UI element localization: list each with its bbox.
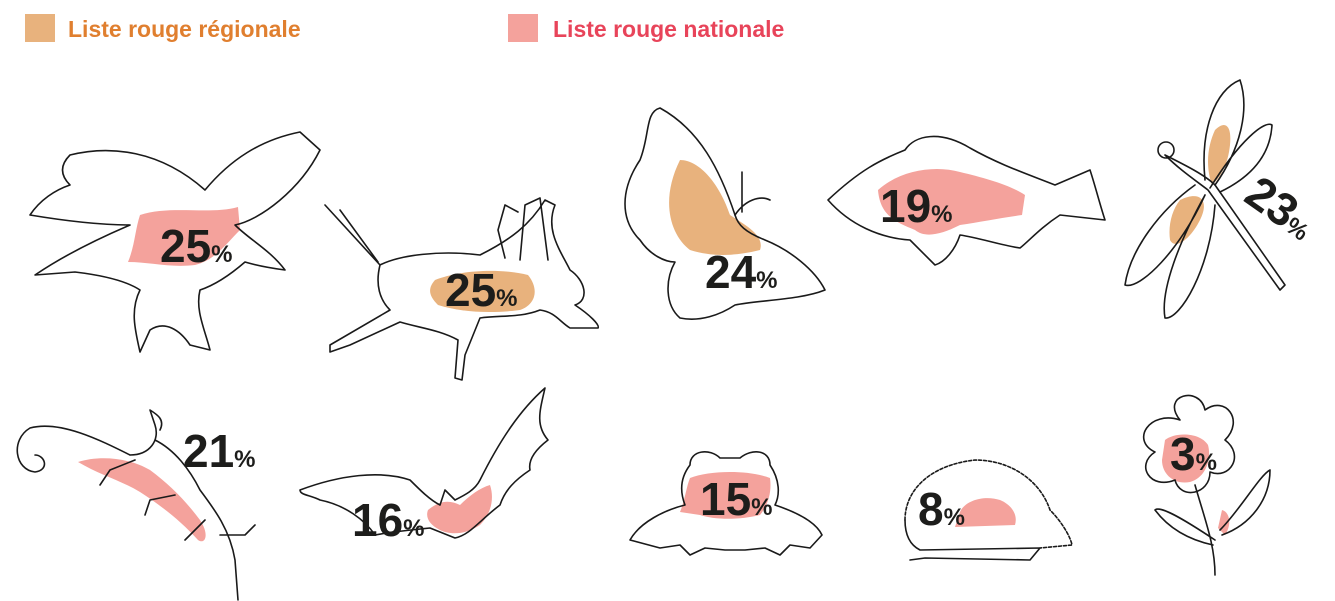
unit: % — [756, 267, 777, 294]
flower: 3% — [1144, 396, 1270, 575]
frog: 15% — [630, 452, 822, 555]
value: 24 — [705, 246, 757, 298]
unit: % — [931, 201, 952, 228]
outline — [498, 198, 548, 260]
highlight — [427, 485, 492, 533]
hedgehog: 8% — [905, 460, 1072, 560]
bat: 16% — [300, 388, 548, 546]
unit: % — [1196, 449, 1217, 476]
percentage: 24% — [705, 246, 778, 298]
percentage: 21% — [183, 425, 256, 477]
fish: 19% — [828, 136, 1105, 265]
eagle: 25% — [30, 132, 320, 352]
value: 21 — [183, 425, 234, 477]
percentage: 23% — [1236, 166, 1325, 250]
legend-label: Liste rouge régionale — [68, 16, 301, 42]
value: 3 — [1170, 428, 1196, 480]
unit: % — [211, 241, 232, 268]
unit: % — [496, 285, 517, 312]
lizard: 21% — [17, 410, 255, 600]
outline — [735, 172, 770, 215]
butterfly: 24% — [625, 108, 825, 319]
unit: % — [751, 494, 772, 521]
percentage: 3% — [1170, 428, 1217, 480]
legend-label: Liste rouge nationale — [553, 16, 784, 42]
grasshopper: 25% — [325, 198, 598, 380]
unit: % — [403, 515, 424, 542]
unit: % — [944, 504, 965, 531]
percentage: 8% — [918, 483, 965, 535]
infographic: Liste rouge régionale Liste rouge nation… — [0, 0, 1335, 601]
legend-swatch — [508, 14, 538, 42]
value: 8 — [918, 483, 944, 535]
percentage: 16% — [352, 494, 425, 546]
unit: % — [234, 446, 255, 473]
value: 16 — [352, 494, 403, 546]
highlight — [669, 160, 761, 255]
value: 15 — [700, 473, 751, 525]
outline — [1155, 470, 1270, 575]
dragonfly: 23% — [1125, 80, 1325, 318]
value: 25 — [160, 220, 211, 272]
legend-swatch — [25, 14, 55, 42]
value: 25 — [445, 264, 496, 316]
value: 19 — [880, 180, 931, 232]
